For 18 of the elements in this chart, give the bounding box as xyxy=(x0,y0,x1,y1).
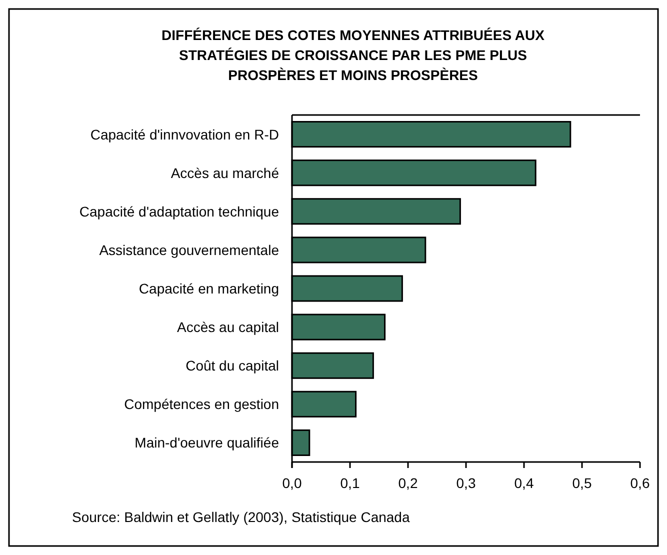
y-tick-label: Accès au capital xyxy=(177,319,279,336)
y-tick-label: Compétences en gestion xyxy=(124,396,279,412)
x-tick-label: 0,5 xyxy=(572,475,592,491)
source-note: Source: Baldwin et Gellatly (2003), Statistique Canada xyxy=(72,509,410,525)
x-tick-label: 0,1 xyxy=(340,475,360,491)
x-tick-label: 0,0 xyxy=(282,475,302,491)
y-tick-label: Capacité en marketing xyxy=(138,280,279,296)
x-tick-label: 0,6 xyxy=(630,475,650,491)
y-tick-label: Accès au marché xyxy=(170,164,280,181)
x-tick-label: 0,2 xyxy=(398,475,418,491)
y-tick-label: Capacité d'innvovation en R-D xyxy=(90,126,279,142)
chart-title: DIFFÉRENCE DES COTES MOYENNES ATTRIBUÉES AUX STRATÉGIES DE CROISSANCE PAR LES PME PLUS PROSPÈRES ET MOINS PROSPÈRES xyxy=(162,27,546,83)
x-tick-label: 0,3 xyxy=(456,475,476,491)
y-tick-label: Coût du capital xyxy=(186,358,279,374)
y-tick-label: Main-d'oeuvre qualifiée xyxy=(134,434,280,451)
x-tick-label: 0,4 xyxy=(514,475,534,491)
y-tick-label: Assistance gouvernementale xyxy=(99,242,280,258)
y-tick-label: Capacité d'adaptation technique xyxy=(79,203,280,220)
